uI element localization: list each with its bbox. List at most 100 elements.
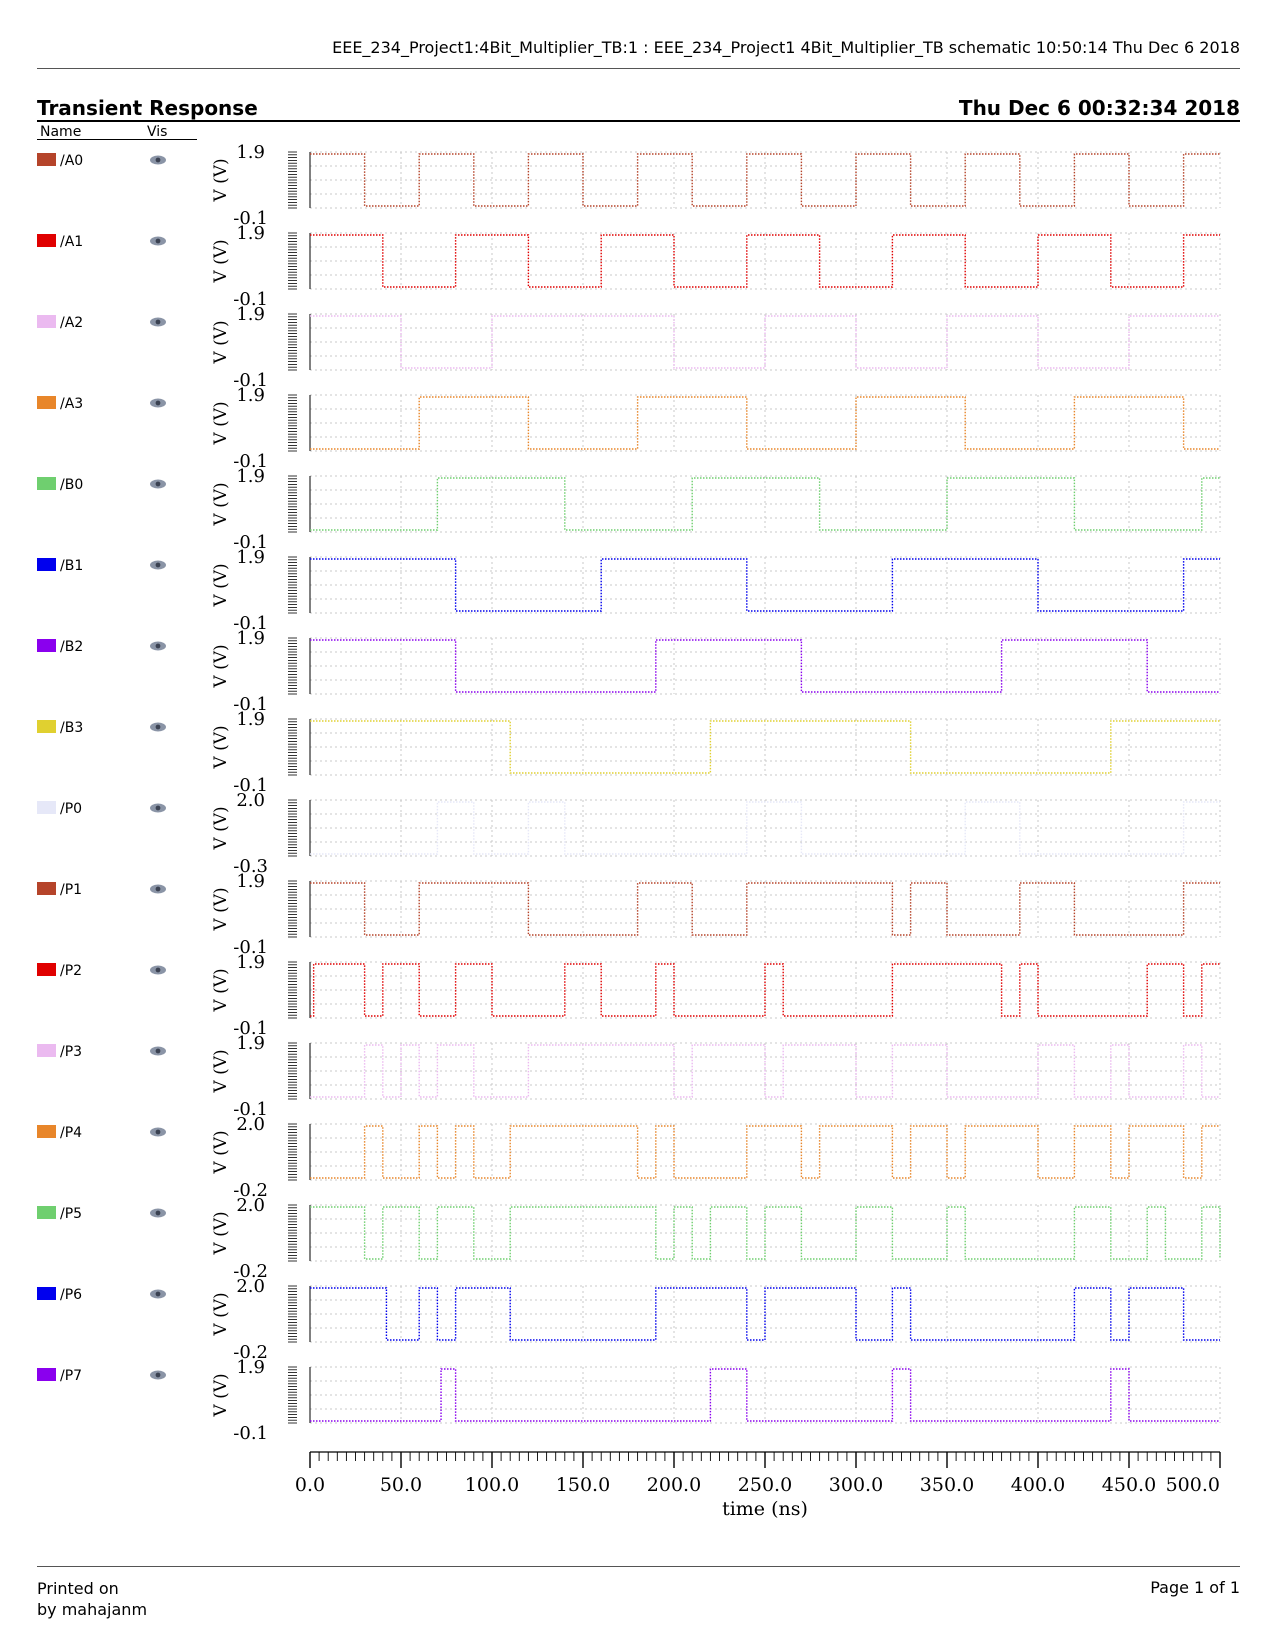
eye-pupil	[155, 400, 161, 406]
legend-swatch	[37, 1044, 56, 1057]
waveform-trace	[310, 477, 1220, 531]
legend-item-label: /P1	[60, 882, 82, 898]
legend-swatch	[37, 963, 56, 976]
window-header: EEE_234_Project1:4Bit_Multiplier_TB:1 : …	[332, 38, 1240, 57]
visibility-eye-icon	[150, 965, 166, 975]
visibility-eye-icon	[150, 1208, 166, 1218]
legend-swatch	[37, 882, 56, 895]
waveform-trace	[310, 153, 1220, 207]
visibility-eye-icon	[150, 317, 166, 327]
trace-panel: /P4 V (V)2.0 -0.2	[37, 1114, 1221, 1201]
y-min-tick-label: -0.1	[233, 775, 268, 796]
y-min-tick-label: -0.1	[233, 532, 268, 553]
x-tick-label: 500.0	[1166, 1474, 1220, 1496]
x-tick-label: 50.0	[380, 1474, 422, 1496]
y-min-tick-label: -0.1	[233, 694, 268, 715]
legend-item-label: /P4	[60, 1125, 82, 1141]
page-number: Page 1 of 1	[1150, 1578, 1240, 1597]
waveform-trace	[310, 396, 1220, 450]
y-max-tick-label: 1.9	[236, 385, 265, 406]
visibility-eye-icon	[150, 1127, 166, 1137]
eye-pupil	[155, 238, 161, 244]
eye-pupil	[155, 1129, 161, 1135]
y-max-tick-label: 1.9	[236, 871, 265, 892]
y-max-tick-label: 1.9	[236, 952, 265, 973]
y-axis-label: V (V)	[211, 482, 231, 526]
y-axis-label: V (V)	[211, 158, 231, 202]
legend-item-label: /P6	[60, 1287, 82, 1303]
legend-item-label: /B0	[60, 477, 83, 493]
trace-panel: /P3 V (V)1.9 -0.1	[37, 1033, 1221, 1120]
legend-item-label: /P7	[60, 1368, 82, 1384]
y-max-tick-label: 1.9	[236, 142, 265, 163]
trace-panel: /B3 V (V)1.9 -0.1	[37, 709, 1221, 796]
waveform-trace	[310, 639, 1220, 693]
legend-swatch	[37, 1287, 56, 1300]
y-max-tick-label: 1.9	[236, 466, 265, 487]
visibility-eye-icon	[150, 803, 166, 813]
legend-header-rule	[37, 139, 197, 140]
y-max-tick-label: 1.9	[236, 1357, 265, 1378]
y-max-tick-label: 2.0	[236, 1114, 265, 1135]
y-axis-label: V (V)	[211, 239, 231, 283]
trace-panel: /P2 V (V)1.9 -0.1	[37, 952, 1221, 1039]
waveform-trace	[310, 1206, 1221, 1260]
y-axis-label: V (V)	[211, 1130, 231, 1174]
legend-item-label: /A1	[60, 234, 83, 250]
x-tick-label: 450.0	[1102, 1474, 1156, 1496]
y-max-tick-label: 2.0	[236, 1195, 265, 1216]
y-min-tick-label: -0.1	[233, 208, 268, 229]
trace-panel: /A3 V (V)1.9 -0.1	[37, 385, 1221, 472]
y-max-tick-label: 1.9	[236, 628, 265, 649]
legend-item-label: /A3	[60, 396, 83, 412]
eye-pupil	[155, 562, 161, 568]
trace-panel: /P5 V (V)2.0 -0.2	[37, 1195, 1221, 1282]
x-tick-label: 100.0	[465, 1474, 519, 1496]
visibility-eye-icon	[150, 1370, 166, 1380]
legend-item-label: /P2	[60, 963, 82, 979]
y-min-tick-label: -0.1	[233, 451, 268, 472]
x-tick-label: 150.0	[556, 1474, 610, 1496]
x-axis: 0.0 50.0 100.0 150.0 200.0 250.0 300.0 350.0 400…	[295, 1451, 1221, 1520]
x-tick-label: 350.0	[920, 1474, 974, 1496]
visibility-eye-icon	[150, 560, 166, 570]
legend-item-label: /P0	[60, 801, 82, 817]
eye-pupil	[155, 1372, 161, 1378]
legend-swatch	[37, 234, 56, 247]
waveform-trace	[310, 315, 1220, 369]
trace-panel: /B0 V (V)1.9 -0.1	[37, 466, 1221, 553]
legend-swatch	[37, 639, 56, 652]
visibility-eye-icon	[150, 884, 166, 894]
y-max-tick-label: 2.0	[236, 790, 265, 811]
waveform-trace	[310, 234, 1220, 288]
waveform-trace	[310, 1125, 1220, 1179]
visibility-eye-icon	[150, 236, 166, 246]
legend-item-label: /P3	[60, 1044, 82, 1060]
trace-panel: /P0 V (V)2.0 -0.3	[37, 790, 1221, 877]
eye-pupil	[155, 157, 161, 163]
eye-pupil	[155, 967, 161, 973]
visibility-eye-icon	[150, 155, 166, 165]
legend-swatch	[37, 315, 56, 328]
trace-panel: /P6 V (V)2.0 -0.2	[37, 1276, 1221, 1363]
trace-panel: /B1 V (V)1.9 -0.1	[37, 547, 1221, 634]
x-axis-label: time (ns)	[722, 1498, 808, 1520]
trace-panel: /B2 V (V)1.9 -0.1	[37, 628, 1221, 715]
y-min-tick-label: -0.1	[233, 1423, 268, 1444]
y-axis-label: V (V)	[211, 1373, 231, 1417]
y-axis-label: V (V)	[211, 401, 231, 445]
footer-rule	[37, 1566, 1240, 1567]
title-rule	[37, 120, 1240, 122]
y-min-tick-label: -0.2	[233, 1180, 268, 1201]
legend-item-label: /B2	[60, 639, 83, 655]
print-date: Thu Dec 6 00:32:34 2018	[958, 96, 1240, 120]
y-axis-label: V (V)	[211, 725, 231, 769]
x-tick-label: 0.0	[295, 1474, 325, 1496]
waveform-trace	[310, 963, 1220, 1017]
page-title: Transient Response	[37, 96, 258, 120]
legend-swatch	[37, 153, 56, 166]
eye-pupil	[155, 805, 161, 811]
y-max-tick-label: 1.9	[236, 304, 265, 325]
legend-swatch	[37, 1125, 56, 1138]
legend-item-label: /B3	[60, 720, 83, 736]
